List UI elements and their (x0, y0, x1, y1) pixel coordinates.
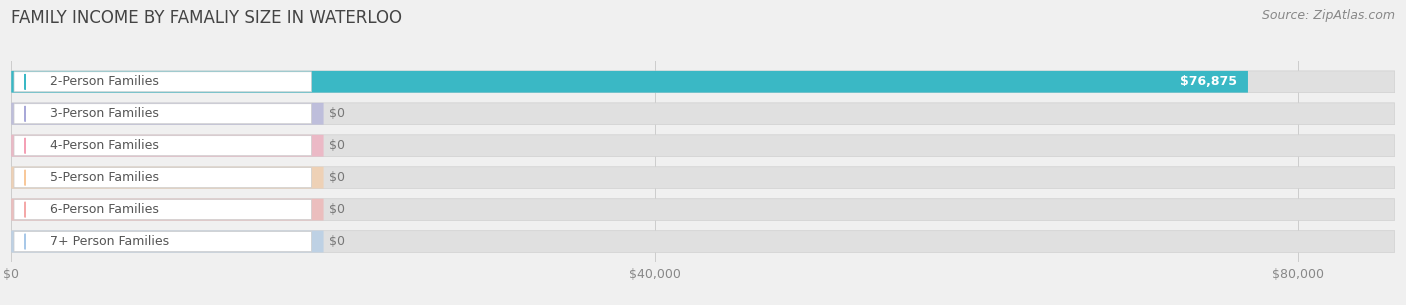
FancyBboxPatch shape (11, 199, 323, 221)
FancyBboxPatch shape (11, 231, 1395, 253)
FancyBboxPatch shape (14, 72, 312, 92)
FancyBboxPatch shape (14, 231, 312, 252)
Text: $0: $0 (329, 139, 344, 152)
Text: 6-Person Families: 6-Person Families (51, 203, 159, 216)
FancyBboxPatch shape (11, 103, 323, 124)
FancyBboxPatch shape (11, 231, 323, 253)
FancyBboxPatch shape (11, 71, 1395, 93)
Text: $0: $0 (329, 203, 344, 216)
Text: 7+ Person Families: 7+ Person Families (51, 235, 169, 248)
FancyBboxPatch shape (11, 135, 323, 156)
Text: $0: $0 (329, 171, 344, 184)
Text: FAMILY INCOME BY FAMALIY SIZE IN WATERLOO: FAMILY INCOME BY FAMALIY SIZE IN WATERLO… (11, 9, 402, 27)
FancyBboxPatch shape (11, 71, 1249, 93)
FancyBboxPatch shape (14, 136, 312, 156)
FancyBboxPatch shape (11, 167, 323, 188)
FancyBboxPatch shape (11, 167, 1395, 188)
FancyBboxPatch shape (11, 103, 1395, 124)
FancyBboxPatch shape (11, 135, 1395, 156)
Text: 2-Person Families: 2-Person Families (51, 75, 159, 88)
FancyBboxPatch shape (14, 104, 312, 124)
Text: $76,875: $76,875 (1180, 75, 1237, 88)
FancyBboxPatch shape (14, 199, 312, 220)
Text: Source: ZipAtlas.com: Source: ZipAtlas.com (1261, 9, 1395, 22)
Text: $0: $0 (329, 235, 344, 248)
Text: 4-Person Families: 4-Person Families (51, 139, 159, 152)
Text: $0: $0 (329, 107, 344, 120)
Text: 3-Person Families: 3-Person Families (51, 107, 159, 120)
FancyBboxPatch shape (14, 168, 312, 188)
Text: 5-Person Families: 5-Person Families (51, 171, 159, 184)
FancyBboxPatch shape (11, 199, 1395, 221)
